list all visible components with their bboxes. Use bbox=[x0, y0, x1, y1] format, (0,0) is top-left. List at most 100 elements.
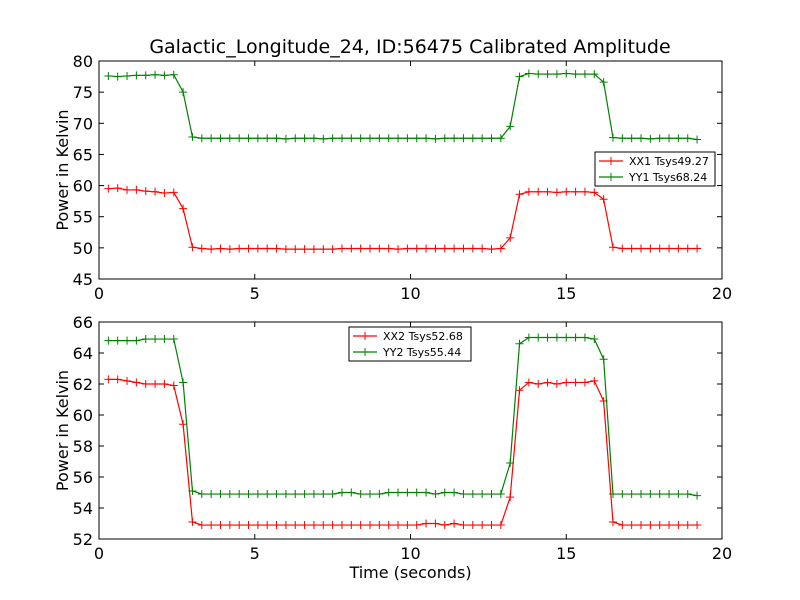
data-point bbox=[534, 70, 543, 79]
legend-label: XX2 Tsys52.68 bbox=[383, 330, 463, 343]
data-point bbox=[515, 386, 524, 395]
data-point bbox=[571, 333, 580, 342]
data-point bbox=[347, 134, 356, 143]
data-point bbox=[618, 134, 627, 143]
legend-box bbox=[594, 151, 716, 187]
data-point bbox=[160, 189, 169, 198]
data-point bbox=[450, 488, 459, 497]
data-point bbox=[412, 244, 421, 253]
data-point bbox=[253, 244, 262, 253]
data-point bbox=[608, 243, 617, 252]
data-point bbox=[225, 245, 234, 254]
data-point bbox=[552, 188, 561, 197]
data-point bbox=[478, 134, 487, 143]
data-point bbox=[646, 134, 655, 143]
data-point bbox=[590, 188, 599, 197]
data-point bbox=[216, 134, 225, 143]
data-point bbox=[637, 244, 646, 253]
data-point bbox=[552, 333, 561, 342]
data-point bbox=[422, 519, 431, 528]
data-point bbox=[515, 190, 524, 199]
data-point bbox=[300, 245, 309, 254]
data-point bbox=[618, 244, 627, 253]
legend-label: YY1 Tsys68.24 bbox=[628, 171, 707, 184]
data-point bbox=[375, 134, 384, 143]
data-point bbox=[319, 490, 328, 499]
legend: XX1 Tsys49.27 YY1 Tsys68.24 bbox=[594, 151, 716, 187]
y-tick-label: 52 bbox=[73, 530, 93, 549]
x-tick-label: 5 bbox=[250, 284, 260, 303]
data-point bbox=[272, 134, 281, 143]
data-point bbox=[655, 244, 664, 253]
data-point bbox=[683, 134, 692, 143]
data-point bbox=[637, 490, 646, 499]
data-point bbox=[683, 490, 692, 499]
data-point bbox=[552, 70, 561, 79]
data-point bbox=[235, 244, 244, 253]
data-point bbox=[309, 134, 318, 143]
bottom-panel: 0 5 10 15 20 52 54 56 58 60 62 64 66 Power in Kelvin T… bbox=[53, 313, 732, 582]
data-point bbox=[599, 195, 608, 204]
data-point bbox=[104, 184, 113, 193]
data-point bbox=[263, 490, 272, 499]
data-point bbox=[571, 70, 580, 79]
series-line-1 bbox=[108, 187, 698, 250]
data-point bbox=[281, 245, 290, 254]
data-point bbox=[496, 244, 505, 253]
data-point bbox=[580, 187, 589, 196]
data-point bbox=[468, 134, 477, 143]
data-point bbox=[515, 72, 524, 81]
x-tick-label: 20 bbox=[712, 284, 732, 303]
data-point bbox=[496, 134, 505, 143]
data-point bbox=[263, 521, 272, 530]
x-tick-label: 15 bbox=[556, 544, 576, 563]
y-tick-label: 58 bbox=[73, 437, 93, 456]
data-point bbox=[655, 490, 664, 499]
data-point bbox=[431, 244, 440, 253]
data-point bbox=[394, 134, 403, 143]
data-point bbox=[141, 71, 150, 80]
legend-box bbox=[348, 326, 472, 362]
x-tick-label: 10 bbox=[400, 544, 420, 563]
data-point bbox=[169, 70, 178, 79]
data-point bbox=[459, 490, 468, 499]
data-point bbox=[347, 521, 356, 530]
data-point bbox=[683, 244, 692, 253]
data-point bbox=[571, 187, 580, 196]
data-point bbox=[590, 376, 599, 385]
data-point bbox=[188, 132, 197, 141]
data-point bbox=[637, 134, 646, 143]
data-point bbox=[627, 521, 636, 530]
data-point bbox=[207, 134, 216, 143]
x-tick-label: 0 bbox=[94, 544, 104, 563]
data-point bbox=[375, 244, 384, 253]
data-point bbox=[665, 134, 674, 143]
x-tick-label: 10 bbox=[400, 284, 420, 303]
data-point bbox=[543, 378, 552, 387]
data-point bbox=[674, 521, 683, 530]
data-point bbox=[683, 521, 692, 530]
y-tick-label: 60 bbox=[73, 177, 93, 196]
data-point bbox=[123, 71, 132, 80]
data-point bbox=[524, 378, 533, 387]
data-point bbox=[478, 521, 487, 530]
data-point bbox=[403, 134, 412, 143]
data-point bbox=[515, 339, 524, 348]
data-point bbox=[543, 187, 552, 196]
data-point bbox=[141, 335, 150, 344]
x-tick-label: 15 bbox=[556, 284, 576, 303]
data-point bbox=[627, 490, 636, 499]
data-point bbox=[450, 134, 459, 143]
data-point bbox=[207, 245, 216, 254]
data-point bbox=[478, 244, 487, 253]
y-tick-label: 45 bbox=[73, 270, 93, 289]
data-point bbox=[534, 380, 543, 388]
data-point bbox=[179, 204, 188, 213]
data-point bbox=[665, 490, 674, 499]
x-tick-label: 20 bbox=[712, 544, 732, 563]
data-point bbox=[281, 134, 290, 143]
data-point bbox=[104, 336, 113, 345]
data-point bbox=[291, 134, 300, 143]
data-point bbox=[506, 459, 515, 468]
data-point bbox=[552, 380, 561, 388]
